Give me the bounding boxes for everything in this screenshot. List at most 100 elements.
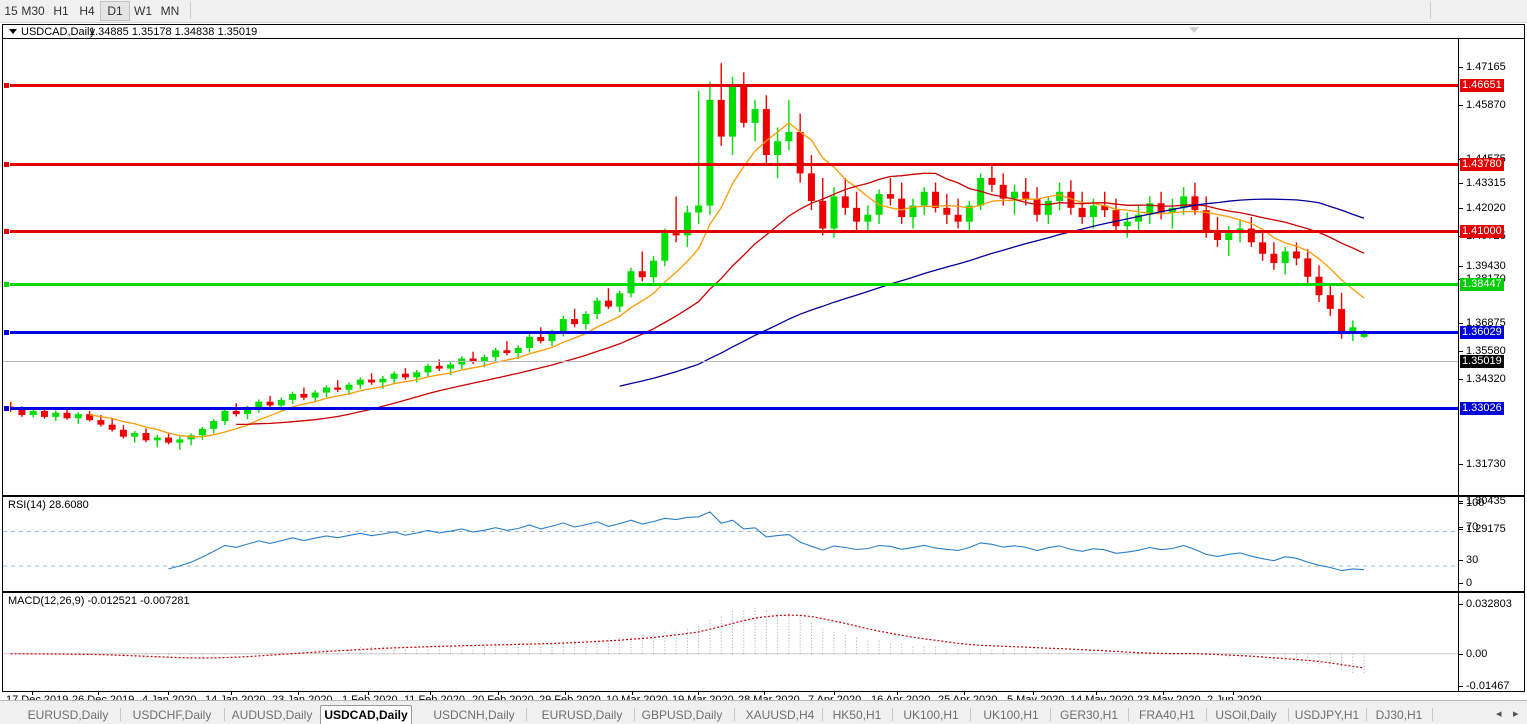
chart-tab-eurusd-daily[interactable]: EURUSD,Daily [27, 708, 109, 722]
price-chip-last-price[interactable]: 1.35019 [1460, 355, 1504, 368]
tab-separator [1366, 708, 1367, 721]
price-pane: 1.471651.458701.445751.433151.420201.407… [3, 39, 1524, 535]
rsi-tick [1459, 583, 1463, 584]
level-line-resistance[interactable] [3, 163, 1458, 166]
chart-tab-bar: ◂ ▸ EURUSD,Daily USDCHF,Daily AUDUSD,Daily… [0, 700, 1527, 724]
date-tick [168, 692, 169, 695]
macd-tick [1459, 653, 1463, 655]
macd-tick [1459, 686, 1463, 687]
toolbar-separator [190, 2, 191, 19]
date-tick [498, 692, 499, 695]
tab-separator [892, 708, 893, 721]
tab-scroll-next-icon[interactable]: ▸ [1513, 708, 1519, 720]
date-tick [298, 692, 299, 695]
level-line-pivot[interactable] [3, 283, 1458, 286]
chart-tab-gbpusd-daily[interactable]: GBPUSD,Daily [641, 708, 723, 722]
level-handle[interactable] [3, 228, 10, 235]
date-tick [231, 692, 232, 695]
date-tick [32, 692, 33, 695]
rsi-plot-area[interactable] [3, 497, 1458, 591]
macd-tick [1459, 604, 1463, 605]
timeframe-mn[interactable]: MN [160, 4, 180, 18]
price-tick-label: 1.39430 [1466, 260, 1506, 272]
timeframe-d1[interactable]: D1 [100, 1, 130, 21]
chart-tab-usdcad-daily[interactable]: USDCAD,Daily [320, 705, 412, 724]
chart-tab-xauusd-h4[interactable]: XAUUSD,H4 [745, 708, 815, 722]
price-tick-label: 1.45870 [1466, 99, 1506, 111]
rsi-title: RSI(14) 28.6080 [8, 499, 89, 511]
rsi-line-svg [3, 511, 1458, 572]
chart-tab-ger30-h1[interactable]: GER30,H1 [1059, 708, 1119, 722]
price-tick-label: 1.31730 [1466, 458, 1506, 470]
price-tick-label: 1.36875 [1466, 317, 1506, 329]
macd-pane: MACD(12,26,9) -0.012521 -0.007281 0.0328… [3, 592, 1524, 692]
level-line-resistance[interactable] [3, 230, 1458, 233]
date-tick [1096, 692, 1097, 695]
macd-tick-label: -0.01467 [1466, 680, 1510, 692]
date-tick [964, 692, 965, 695]
level-line-last-price[interactable] [3, 361, 1458, 362]
chart-tab-usdchf-daily[interactable]: USDCHF,Daily [132, 708, 212, 722]
level-line-support[interactable] [3, 407, 1458, 410]
macd-plot-area[interactable] [3, 593, 1458, 691]
price-chip-pivot[interactable]: 1.38447 [1460, 278, 1504, 291]
chart-tab-uk100-h1[interactable]: UK100,H1 [903, 708, 959, 722]
collapse-caret-icon[interactable] [1189, 27, 1199, 33]
rsi-tick [1459, 503, 1463, 504]
chart-tab-fra40-h1[interactable]: FRA40,H1 [1138, 708, 1196, 722]
tab-separator [1288, 708, 1289, 721]
level-handle[interactable] [3, 161, 10, 168]
timeframe-m30[interactable]: M30 [21, 4, 45, 18]
price-tick [1459, 266, 1463, 267]
tab-separator [1050, 708, 1051, 721]
chart-tab-uk100-h1[interactable]: UK100,H1 [983, 708, 1039, 722]
level-line-resistance[interactable] [3, 84, 1458, 87]
timeframe-15[interactable]: 15 [4, 4, 18, 18]
price-chip-resistance[interactable]: 1.43780 [1460, 158, 1504, 171]
price-tick [1459, 529, 1463, 530]
tab-scroll-prev-icon[interactable]: ◂ [1496, 708, 1502, 720]
tab-separator [120, 708, 121, 721]
price-tick [1459, 208, 1463, 209]
chart-tab-usdjpy-h1[interactable]: USDJPY,H1 [1294, 708, 1360, 722]
tab-separator [224, 708, 225, 721]
chart-tab-audusd-daily[interactable]: AUDUSD,Daily [231, 708, 313, 722]
date-tick [698, 692, 699, 695]
chart-menu-arrow-icon[interactable] [9, 29, 17, 34]
date-tick [764, 692, 765, 695]
chart-tab-eurusd-daily[interactable]: EURUSD,Daily [541, 708, 623, 722]
macd-tick-label: 0.032803 [1466, 598, 1512, 610]
chart-symbol-label: USDCAD,Daily [21, 26, 95, 38]
tab-separator [734, 708, 735, 721]
timeframe-h4[interactable]: H4 [79, 4, 95, 18]
price-chip-resistance[interactable]: 1.46651 [1460, 79, 1504, 92]
level-handle[interactable] [3, 405, 10, 412]
date-tick [368, 692, 369, 695]
price-tick-label: 1.35580 [1466, 345, 1506, 357]
price-tick [1459, 351, 1463, 352]
level-handle[interactable] [3, 281, 10, 288]
level-handle[interactable] [3, 329, 10, 336]
level-line-support[interactable] [3, 331, 1458, 334]
price-tick-label: 1.34320 [1466, 373, 1506, 385]
price-plot-area[interactable] [3, 39, 1458, 495]
chart-tab-usoil-daily[interactable]: USOil,Daily [1215, 708, 1277, 722]
date-tick [98, 692, 99, 695]
tab-separator [970, 708, 971, 721]
rsi-tick [1459, 560, 1463, 561]
tab-separator [526, 708, 527, 721]
price-chip-support[interactable]: 1.33026 [1460, 402, 1504, 415]
macd-histogram-svg [3, 608, 1458, 675]
chart-tab-hk50-h1[interactable]: HK50,H1 [832, 708, 882, 722]
date-tick [897, 692, 898, 695]
timeframe-h1[interactable]: H1 [53, 4, 69, 18]
chart-tab-usdcnh-daily[interactable]: USDCNH,Daily [433, 708, 515, 722]
price-chip-support[interactable]: 1.36029 [1460, 326, 1504, 339]
price-chip-resistance[interactable]: 1.41000 [1460, 225, 1504, 238]
level-handle[interactable] [3, 82, 10, 89]
price-scale[interactable]: 1.471651.458701.445751.433151.420201.407… [1458, 39, 1524, 535]
chart-tab-dj30-h1[interactable]: DJ30,H1 [1375, 708, 1423, 722]
tab-separator [634, 708, 635, 721]
timeframe-w1[interactable]: W1 [134, 4, 152, 18]
